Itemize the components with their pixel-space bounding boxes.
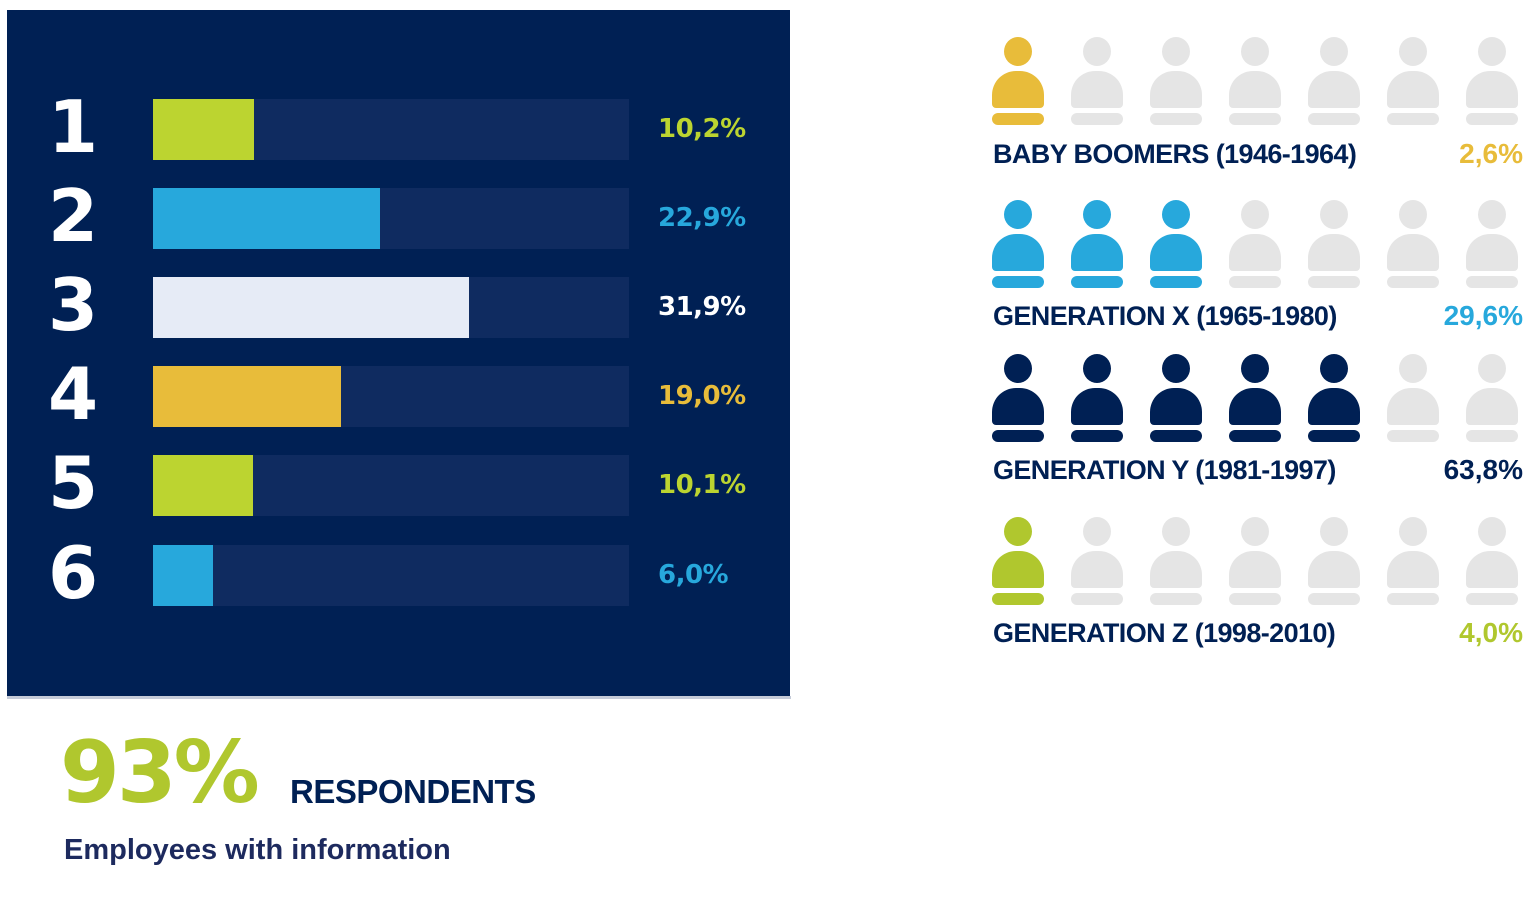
bar-track bbox=[153, 366, 629, 427]
person-icon bbox=[1150, 200, 1202, 288]
person-icon bbox=[1229, 517, 1281, 605]
person-icon bbox=[1466, 37, 1518, 125]
bar-fill bbox=[153, 99, 254, 160]
generation-percent: 63,8% bbox=[1443, 454, 1523, 485]
person-icon bbox=[1466, 200, 1518, 288]
bar-value-label: 22,9% bbox=[658, 203, 746, 233]
person-icon bbox=[1387, 517, 1439, 605]
panel-shadow bbox=[7, 696, 791, 699]
person-icon bbox=[1150, 37, 1202, 125]
generation-label: GENERATION Y (1981-1997) bbox=[993, 455, 1336, 485]
person-icon bbox=[1466, 354, 1518, 442]
generation-percent: 4,0% bbox=[1459, 617, 1523, 648]
person-icon bbox=[1466, 517, 1518, 605]
person-icon bbox=[1229, 37, 1281, 125]
bar-fill bbox=[153, 188, 380, 249]
bar-track bbox=[153, 455, 629, 516]
person-icon bbox=[1308, 517, 1360, 605]
bar-value-label: 31,9% bbox=[658, 292, 746, 322]
person-icon bbox=[1071, 517, 1123, 605]
generation-label: GENERATION Z (1998-2010) bbox=[993, 618, 1336, 648]
generation-row: BABY BOOMERS (1946-1964) 2,6% bbox=[990, 37, 1527, 169]
bar-track bbox=[153, 545, 629, 606]
bar-fill bbox=[153, 455, 253, 516]
person-icon bbox=[992, 517, 1044, 605]
person-icon bbox=[1308, 354, 1360, 442]
rank-number: 4 bbox=[48, 352, 98, 436]
person-icon bbox=[1387, 200, 1439, 288]
rank-number: 3 bbox=[48, 263, 98, 347]
bar-value-label: 19,0% bbox=[658, 381, 746, 411]
bar-track bbox=[153, 99, 629, 160]
generation-row: GENERATION Y (1981-1997) 63,8% bbox=[990, 354, 1527, 485]
bar-fill bbox=[153, 277, 469, 338]
person-icon bbox=[1071, 354, 1123, 442]
generation-percent: 29,6% bbox=[1443, 300, 1523, 331]
person-icon bbox=[1150, 517, 1202, 605]
bar-fill bbox=[153, 366, 341, 427]
person-icon bbox=[992, 37, 1044, 125]
bar-value-label: 10,1% bbox=[658, 470, 746, 500]
person-icon bbox=[1387, 37, 1439, 125]
generation-percent: 2,6% bbox=[1459, 138, 1523, 169]
person-icon bbox=[1387, 354, 1439, 442]
person-icon bbox=[992, 200, 1044, 288]
generation-label: BABY BOOMERS (1946-1964) bbox=[993, 139, 1357, 169]
person-icon bbox=[1150, 354, 1202, 442]
person-icon bbox=[1071, 200, 1123, 288]
bar-track bbox=[153, 188, 629, 249]
respondents-label: RESPONDENTS bbox=[290, 773, 536, 810]
person-icon bbox=[1308, 200, 1360, 288]
person-icon bbox=[1229, 354, 1281, 442]
bar-track bbox=[153, 277, 629, 338]
generation-row: GENERATION X (1965-1980) 29,6% bbox=[990, 200, 1527, 331]
rank-number: 5 bbox=[48, 441, 98, 525]
respondents-subtitle: Employees with information bbox=[64, 834, 451, 866]
generation-row: GENERATION Z (1998-2010) 4,0% bbox=[990, 517, 1527, 648]
person-icon bbox=[1308, 37, 1360, 125]
bar-fill bbox=[153, 545, 213, 606]
rank-number: 2 bbox=[48, 174, 98, 258]
bar-value-label: 6,0% bbox=[658, 560, 729, 590]
rank-number: 1 bbox=[48, 85, 98, 169]
respondents-percent: 93% bbox=[60, 723, 260, 823]
person-icon bbox=[992, 354, 1044, 442]
person-icon bbox=[1229, 200, 1281, 288]
rank-number: 6 bbox=[48, 531, 98, 615]
bar-value-label: 10,2% bbox=[658, 114, 746, 144]
generation-label: GENERATION X (1965-1980) bbox=[993, 301, 1337, 331]
person-icon bbox=[1071, 37, 1123, 125]
